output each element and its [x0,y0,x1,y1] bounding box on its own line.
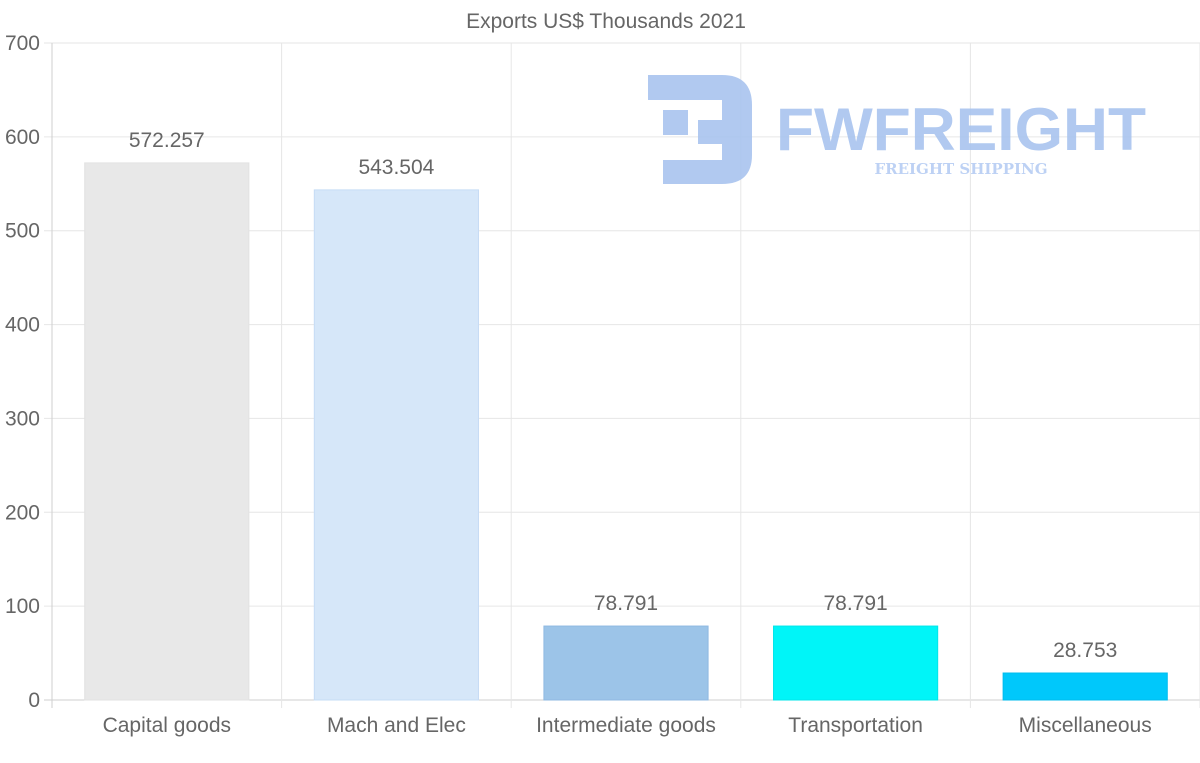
bar-value-label: 543.504 [358,156,434,179]
y-tick-label: 300 [5,407,40,430]
y-tick-label: 700 [5,32,40,55]
bar-value-label: 78.791 [823,592,887,615]
watermark-tagline: FREIGHT SHIPPING [874,160,1047,178]
y-axis: 0 100 200 300 400 500 600 700 [5,32,40,712]
bar[interactable] [313,189,479,701]
bar[interactable] [1002,672,1168,701]
fwfreight-watermark: FWFREIGHT FREIGHT SHIPPING [648,75,1146,184]
fwfreight-logo-icon [648,75,752,184]
bar[interactable] [84,162,250,701]
y-tick-label: 0 [28,689,40,712]
x-tick-label: Miscellaneous [1019,714,1152,737]
y-tick-label: 100 [5,595,40,618]
bar[interactable] [773,625,939,701]
bar-series: 572.257 543.504 78.791 78.791 28.753 [84,129,1168,701]
chart-title: Exports US$ Thousands 2021 [466,10,746,33]
bar-value-label: 572.257 [129,129,205,152]
y-tick-label: 400 [5,314,40,337]
bar-value-label: 28.753 [1053,639,1117,662]
x-tick-label: Intermediate goods [536,714,716,737]
x-axis: Capital goods Mach and Elec Intermediate g… [103,714,1152,737]
y-tick-label: 600 [5,126,40,149]
watermark-brand-name: FWFREIGHT [776,96,1146,163]
y-tick-label: 500 [5,220,40,243]
bar-value-label: 78.791 [594,592,658,615]
bar[interactable] [543,625,709,701]
x-tick-label: Capital goods [103,714,231,737]
y-tick-label: 200 [5,501,40,524]
x-tick-label: Transportation [788,714,923,737]
x-tick-label: Mach and Elec [327,714,466,737]
